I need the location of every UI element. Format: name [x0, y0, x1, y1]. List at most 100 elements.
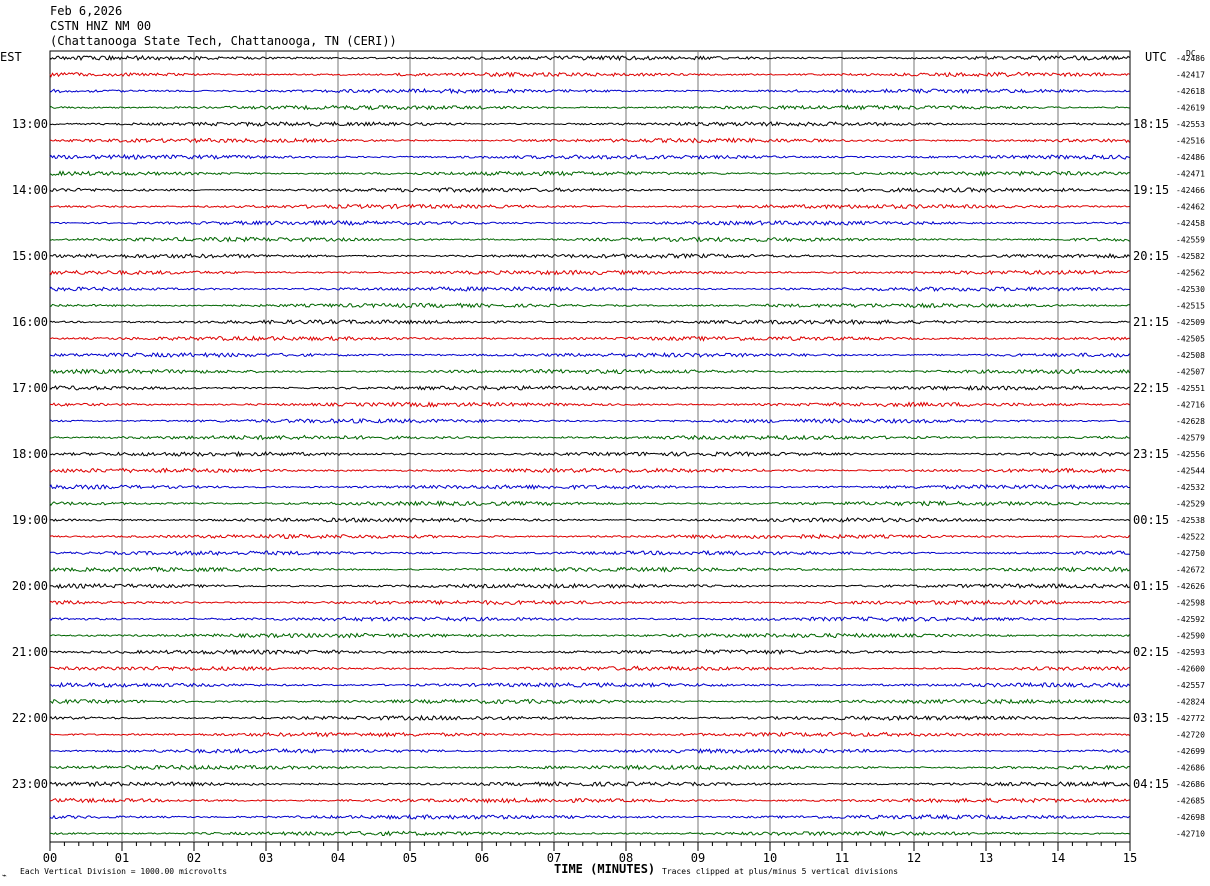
dc-offset-label: -42529	[1176, 500, 1205, 509]
dc-header-label: DC	[1186, 49, 1196, 58]
x-axis-title: TIME (MINUTES)	[554, 862, 656, 876]
dc-offset-label: -42466	[1176, 186, 1205, 195]
seismic-trace	[49, 599, 1130, 606]
seismic-trace	[49, 170, 1130, 177]
x-tick-label: 07	[547, 851, 561, 865]
est-hour-label: 20:00	[12, 579, 48, 593]
dc-offset-label: -42686	[1176, 764, 1205, 773]
seismic-trace	[49, 764, 1130, 771]
dc-offset-label: -42509	[1176, 318, 1205, 327]
dc-offset-label: -42458	[1176, 219, 1205, 228]
x-tick-label: 06	[475, 851, 489, 865]
dc-offset-label: -42505	[1176, 335, 1205, 344]
seismic-trace	[49, 450, 1130, 458]
est-hour-label: 14:00	[12, 183, 48, 197]
seismic-trace	[49, 467, 1130, 474]
x-tick-label: 13	[979, 851, 993, 865]
dc-offset-label: -42551	[1176, 384, 1205, 393]
dc-offset-label: -42772	[1176, 714, 1205, 723]
dc-offset-label: -42471	[1176, 170, 1205, 179]
seismic-trace	[49, 203, 1130, 210]
x-tick-label: 00	[43, 851, 57, 865]
dc-offset-label: -42462	[1176, 203, 1205, 212]
x-tick-label: 10	[763, 851, 777, 865]
est-hour-label: 13:00	[12, 117, 48, 131]
utc-hour-label: 22:15	[1133, 381, 1169, 395]
seismic-trace	[49, 830, 1130, 837]
x-tick-label: 05	[403, 851, 417, 865]
utc-hour-label: 21:15	[1133, 315, 1169, 329]
est-axis-label: EST	[0, 50, 22, 64]
corner-mark: ⌁	[2, 871, 7, 880]
est-hour-label: 21:00	[12, 645, 48, 659]
label-layer: 00 01 02 03 04 05 06 07 08 09 10 11 12 13 14 15 -42486 -4…	[0, 49, 1205, 865]
seismic-trace	[49, 104, 1130, 111]
dc-offset-label: -42532	[1176, 483, 1205, 492]
location-label: (Chattanooga State Tech, Chattanooga, TN…	[50, 34, 397, 48]
seismic-trace	[49, 582, 1130, 590]
utc-hour-label: 04:15	[1133, 777, 1169, 791]
seismic-trace	[49, 384, 1130, 392]
seismic-trace	[49, 797, 1130, 804]
seismic-trace	[49, 483, 1130, 491]
dc-offset-label: -42579	[1176, 434, 1205, 443]
utc-hour-label: 01:15	[1133, 579, 1169, 593]
x-tick-label: 12	[907, 851, 921, 865]
seismic-trace	[49, 120, 1130, 127]
dc-offset-label: -42590	[1176, 632, 1205, 641]
dc-offset-label: -42592	[1176, 615, 1205, 624]
dc-offset-label: -42672	[1176, 566, 1205, 575]
seismic-trace	[49, 186, 1130, 194]
seismic-trace	[49, 153, 1130, 160]
utc-hour-label: 00:15	[1133, 513, 1169, 527]
seismic-trace	[49, 648, 1130, 656]
seismic-trace	[49, 351, 1130, 358]
seismic-trace	[49, 781, 1130, 788]
dc-offset-label: -42699	[1176, 747, 1205, 756]
seismic-trace	[49, 516, 1130, 524]
dc-offset-label: -42557	[1176, 681, 1205, 690]
seismic-trace	[49, 632, 1130, 639]
seismic-trace	[49, 417, 1130, 424]
dc-offset-label: -42720	[1176, 731, 1205, 740]
seismic-trace	[49, 500, 1130, 507]
seismic-trace	[49, 616, 1130, 623]
utc-hour-label: 18:15	[1133, 117, 1169, 131]
dc-offset-label: -42618	[1176, 87, 1205, 96]
seismic-trace	[49, 566, 1130, 573]
dc-offset-label: -42544	[1176, 467, 1205, 476]
est-hour-label: 15:00	[12, 249, 48, 263]
seismic-trace	[49, 549, 1130, 557]
est-hour-label: 18:00	[12, 447, 48, 461]
seismic-trace	[49, 318, 1130, 326]
seismic-trace	[50, 335, 1130, 342]
utc-hour-label: 03:15	[1133, 711, 1169, 725]
dc-offset-label: -42553	[1176, 120, 1205, 129]
dc-offset-label: -42562	[1176, 269, 1205, 278]
seismic-trace	[49, 302, 1130, 309]
dc-offset-label: -42593	[1176, 648, 1205, 657]
est-hour-label: 16:00	[12, 315, 48, 329]
dc-offset-label: -42559	[1176, 236, 1205, 245]
dc-offset-label: -42685	[1176, 797, 1205, 806]
dc-offset-label: -42556	[1176, 450, 1205, 459]
seismic-trace	[49, 747, 1130, 754]
dc-offset-label: -42515	[1176, 302, 1205, 311]
x-tick-label: 15	[1123, 851, 1137, 865]
seismic-trace	[49, 714, 1130, 721]
dc-offset-label: -42417	[1176, 71, 1205, 80]
seismic-trace	[49, 269, 1130, 276]
plot-frame	[49, 50, 1131, 843]
station-label: CSTN HNZ NM 00	[50, 19, 152, 33]
x-tick-label: 02	[187, 851, 201, 865]
x-tick-label: 01	[115, 851, 129, 865]
dc-offset-label: -42538	[1176, 516, 1205, 525]
clip-note: Traces clipped at plus/minus 5 vertical …	[662, 867, 899, 876]
seismic-trace	[49, 236, 1130, 243]
x-tick-label: 04	[331, 851, 345, 865]
seismic-trace	[49, 681, 1130, 689]
grid-layer	[49, 50, 1131, 851]
seismic-trace	[49, 219, 1130, 227]
seismic-trace	[49, 252, 1130, 260]
